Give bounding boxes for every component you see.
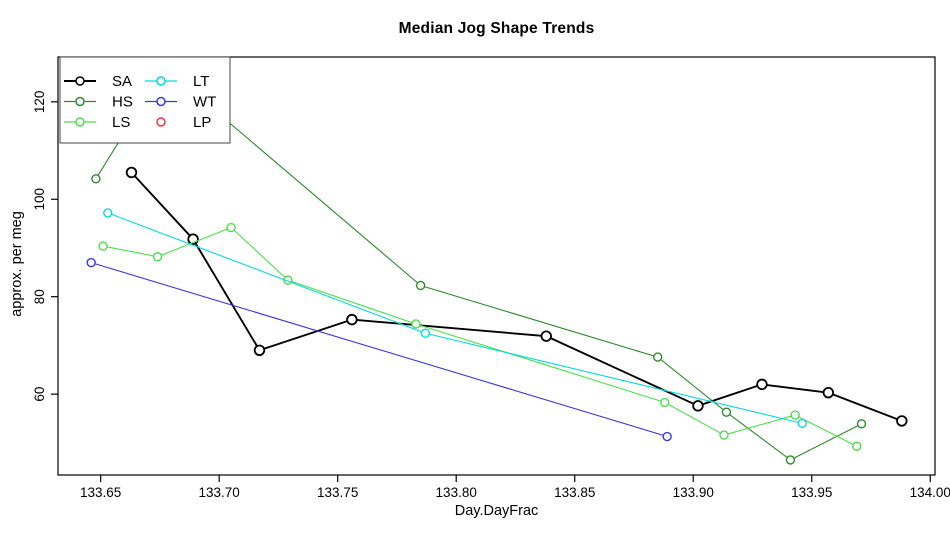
series-HS-point — [652, 352, 663, 362]
legend-item-SA: SA — [64, 73, 132, 90]
plot-box — [57, 56, 936, 476]
series-LS-point — [152, 252, 163, 262]
legend-item-label: SA — [112, 73, 132, 90]
series-SA-point — [540, 330, 552, 342]
series-SA-point — [822, 386, 835, 399]
series-SA-point — [253, 344, 266, 356]
legend-box — [59, 56, 231, 144]
series-LS-point — [411, 319, 421, 329]
series-LS-point — [226, 222, 236, 233]
legend-marker-icon — [75, 76, 85, 86]
y-axis: 60 80 100 120 — [32, 91, 58, 402]
legend-item-label: LS — [112, 114, 130, 131]
series-SA-line — [130, 171, 903, 422]
series-LS — [98, 222, 862, 451]
legend-item-label: LT — [193, 73, 209, 90]
series-LS-point — [660, 397, 670, 408]
series-SA-point — [896, 415, 908, 427]
x-axis-tick-label: 133.70 — [199, 485, 240, 500]
legend-item-LP: LP — [156, 114, 211, 131]
series-SA-point — [692, 400, 704, 412]
series-SA-point — [125, 166, 138, 179]
x-axis-tick-label: 134.00 — [910, 485, 950, 500]
series-LS-point — [98, 241, 108, 251]
x-axis: 133.65 133.70 133.75 133.80 133.85 133.90 133.… — [80, 475, 950, 500]
y-axis-tick-label: 100 — [32, 188, 47, 211]
series-WT — [86, 257, 672, 442]
series-HS-point — [415, 280, 426, 291]
chart-title: Median Jog Shape Trends — [398, 20, 595, 37]
x-axis-tick-label: 133.75 — [317, 485, 358, 500]
series-LS-point — [852, 441, 862, 451]
legend: SA HS LS LT WT LP — [59, 56, 231, 144]
x-axis-label: Day.DayFrac — [454, 503, 539, 519]
legend-item-label: LP — [193, 114, 211, 131]
series-LT-point — [797, 418, 807, 429]
series-LS-line — [102, 226, 858, 447]
series-WT-point — [662, 431, 672, 442]
legend-marker-icon — [75, 117, 85, 127]
legend-item-HS: HS — [64, 94, 133, 111]
legend-item-WT: WT — [145, 94, 216, 111]
legend-marker-icon — [156, 117, 166, 127]
legend-item-label: HS — [112, 94, 133, 111]
x-axis-tick-label: 133.65 — [80, 485, 121, 500]
legend-item-label: WT — [193, 94, 216, 111]
series-HS-point — [785, 455, 796, 465]
y-axis-tick-label: 80 — [32, 289, 47, 304]
series-LS-point — [790, 410, 800, 420]
legend-item-LT: LT — [145, 73, 209, 90]
x-axis-tick-label: 133.95 — [791, 485, 832, 500]
legend-marker-icon — [156, 76, 166, 86]
series-SA-point — [346, 313, 358, 326]
series-LT-point — [103, 208, 113, 218]
series-HS-point — [856, 419, 867, 429]
series-WT-point — [86, 257, 96, 268]
x-axis-tick-label: 133.90 — [673, 485, 714, 500]
series-HS-point — [721, 407, 732, 417]
y-axis-tick-label: 120 — [32, 91, 47, 114]
legend-item-LS: LS — [64, 114, 130, 131]
series-SA-point — [756, 378, 768, 391]
series-LS-point — [719, 430, 729, 440]
legend-marker-icon — [75, 96, 85, 107]
series-LT — [103, 208, 807, 429]
series-WT-line — [91, 262, 668, 438]
series-LT-line — [107, 212, 803, 424]
series-LT-point — [420, 328, 431, 338]
x-axis-tick-label: 133.85 — [554, 485, 595, 500]
x-axis-tick-label: 133.80 — [436, 485, 477, 500]
legend-marker-icon — [156, 96, 166, 107]
series-SA — [125, 166, 908, 427]
series-HS-point — [91, 174, 101, 184]
y-axis-tick-label: 60 — [32, 387, 47, 402]
